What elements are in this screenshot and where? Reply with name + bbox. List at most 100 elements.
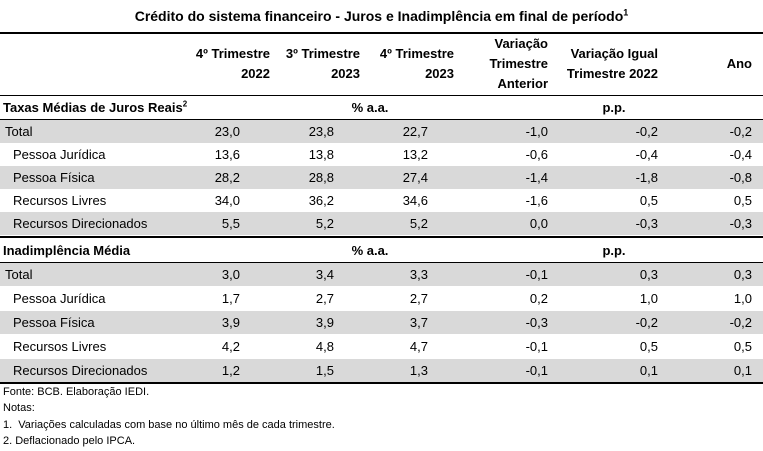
header-line: 4º Trimestre bbox=[379, 46, 454, 61]
cell: 22,7 bbox=[402, 124, 428, 139]
section-divider-rule bbox=[0, 236, 763, 238]
section-label: Taxas Médias de Juros Reais2 bbox=[3, 96, 187, 119]
cell: 23,8 bbox=[308, 124, 334, 139]
cell: 0,5 bbox=[733, 339, 752, 354]
cell: 34,6 bbox=[402, 193, 428, 208]
table-row: Pessoa Jurídica 13,6 13,8 13,2 -0,6 -0,4… bbox=[0, 143, 763, 166]
header-line: Anterior bbox=[497, 76, 548, 91]
row-label: Recursos Direcionados bbox=[13, 363, 148, 378]
cell: 28,8 bbox=[308, 170, 334, 185]
table-row: Recursos Direcionados 5,5 5,2 5,2 0,0 -0… bbox=[0, 212, 763, 235]
header-col-var-igual: Variação Igual Trimestre 2022 bbox=[548, 44, 658, 84]
notes-label: Notas: bbox=[3, 402, 35, 414]
cell: 13,2 bbox=[402, 147, 428, 162]
cell: 0,2 bbox=[529, 291, 548, 306]
header-line: Trimestre bbox=[489, 56, 548, 71]
title-footnote-marker: 1 bbox=[623, 7, 629, 18]
cell: -1,0 bbox=[525, 124, 548, 139]
cell: 0,5 bbox=[733, 193, 752, 208]
cell: 0,1 bbox=[733, 363, 752, 378]
cell: 3,7 bbox=[409, 315, 428, 330]
header-rule bbox=[0, 95, 763, 96]
cell: 34,0 bbox=[214, 193, 240, 208]
header-line: Ano bbox=[726, 56, 752, 71]
cell: 3,9 bbox=[221, 315, 240, 330]
cell: 27,4 bbox=[402, 170, 428, 185]
header-line: 2022 bbox=[241, 66, 270, 81]
cell: -0,4 bbox=[729, 147, 752, 162]
cell: -0,3 bbox=[729, 216, 752, 231]
header-col-q4-2023: 4º Trimestre 2023 bbox=[344, 44, 454, 84]
cell: 1,0 bbox=[733, 291, 752, 306]
footnote-1: 1. Variações calculadas com base no últi… bbox=[3, 419, 335, 431]
title-text: Crédito do sistema financeiro - Juros e … bbox=[134, 8, 624, 24]
table-row: Pessoa Jurídica 1,7 2,7 2,7 0,2 1,0 1,0 bbox=[0, 287, 763, 310]
cell: 0,3 bbox=[639, 267, 658, 282]
cell: -0,2 bbox=[635, 124, 658, 139]
cell: 2,7 bbox=[409, 291, 428, 306]
unit-label: % a.a. bbox=[351, 100, 389, 115]
source-note: Fonte: BCB. Elaboração IEDI. bbox=[3, 386, 150, 398]
cell: -0,2 bbox=[635, 315, 658, 330]
cell: 5,2 bbox=[315, 216, 334, 231]
header-col-q3-2023: 3º Trimestre 2023 bbox=[250, 44, 360, 84]
cell: 4,2 bbox=[221, 339, 240, 354]
row-label: Pessoa Física bbox=[13, 170, 95, 185]
row-label: Recursos Direcionados bbox=[13, 216, 148, 231]
cell: 0,3 bbox=[733, 267, 752, 282]
cell: 0,1 bbox=[639, 363, 658, 378]
cell: 1,2 bbox=[221, 363, 240, 378]
section-footnote-marker: 2 bbox=[182, 99, 188, 109]
unit-label: p.p. bbox=[602, 100, 626, 115]
footnote-2: 2. Deflacionado pelo IPCA. bbox=[3, 435, 136, 447]
cell: -1,6 bbox=[525, 193, 548, 208]
cell: 13,6 bbox=[214, 147, 240, 162]
cell: -0,3 bbox=[525, 315, 548, 330]
table-row: Total 23,0 23,8 22,7 -1,0 -0,2 -0,2 bbox=[0, 120, 763, 143]
table-row: Recursos Livres 34,0 36,2 34,6 -1,6 0,5 … bbox=[0, 189, 763, 212]
table-title: Crédito do sistema financeiro - Juros e … bbox=[0, 6, 763, 26]
cell: 3,9 bbox=[315, 315, 334, 330]
cell: -1,8 bbox=[635, 170, 658, 185]
table-row: Total 3,0 3,4 3,3 -0,1 0,3 0,3 bbox=[0, 263, 763, 286]
cell: 5,5 bbox=[221, 216, 240, 231]
section-label-text: Taxas Médias de Juros Reais bbox=[3, 100, 183, 115]
cell: 3,3 bbox=[409, 267, 428, 282]
cell: 2,7 bbox=[315, 291, 334, 306]
section-rule bbox=[0, 262, 763, 263]
cell: 13,8 bbox=[308, 147, 334, 162]
section-label: Inadimplência Média bbox=[3, 243, 131, 258]
cell: -0,4 bbox=[635, 147, 658, 162]
cell: 1,0 bbox=[639, 291, 658, 306]
cell: 0,0 bbox=[529, 216, 548, 231]
cell: 4,8 bbox=[315, 339, 334, 354]
cell: 3,4 bbox=[315, 267, 334, 282]
bottom-rule bbox=[0, 382, 763, 384]
table-row: Recursos Livres 4,2 4,8 4,7 -0,1 0,5 0,5 bbox=[0, 335, 763, 358]
cell: -0,8 bbox=[729, 170, 752, 185]
row-label: Pessoa Jurídica bbox=[13, 291, 106, 306]
cell: -0,1 bbox=[525, 363, 548, 378]
cell: -1,4 bbox=[525, 170, 548, 185]
header-line: Trimestre 2022 bbox=[566, 66, 658, 81]
row-label: Recursos Livres bbox=[13, 193, 107, 208]
cell: 1,7 bbox=[221, 291, 240, 306]
table-row: Pessoa Física 28,2 28,8 27,4 -1,4 -1,8 -… bbox=[0, 166, 763, 189]
section-rule bbox=[0, 119, 763, 120]
table-row: Pessoa Física 3,9 3,9 3,7 -0,3 -0,2 -0,2 bbox=[0, 311, 763, 334]
header-line: 4º Trimestre bbox=[195, 46, 270, 61]
cell: 36,2 bbox=[308, 193, 334, 208]
section-header-inadimplencia: Inadimplência Média % a.a. p.p. bbox=[0, 239, 763, 262]
row-label: Recursos Livres bbox=[13, 339, 107, 354]
cell: 1,5 bbox=[315, 363, 334, 378]
unit-label: p.p. bbox=[602, 243, 626, 258]
cell: 3,0 bbox=[221, 267, 240, 282]
header-line: 2023 bbox=[425, 66, 454, 81]
top-rule bbox=[0, 32, 763, 34]
cell: -0,3 bbox=[635, 216, 658, 231]
cell: -0,2 bbox=[729, 124, 752, 139]
header-line: Variação bbox=[494, 36, 549, 51]
header-col-ano: Ano bbox=[660, 54, 752, 74]
row-label: Pessoa Física bbox=[13, 315, 95, 330]
